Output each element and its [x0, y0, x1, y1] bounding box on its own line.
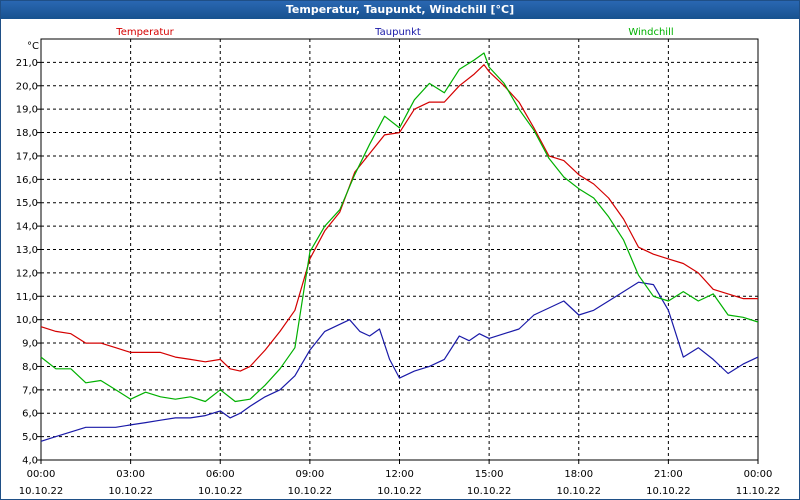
y-tick-label: 15,0 — [16, 198, 38, 209]
y-tick-label: 10,0 — [16, 315, 38, 326]
x-tick-date-label: 10.10.22 — [288, 486, 333, 497]
legend-taupunkt: Taupunkt — [374, 27, 421, 38]
x-tick-date-label: 10.10.22 — [19, 486, 64, 497]
series-lines — [40, 52, 759, 442]
series-line-temperatur — [40, 64, 758, 372]
x-tick-date-label: 10.10.22 — [198, 486, 243, 497]
x-tick-time-label: 03:00 — [116, 469, 145, 480]
x-tick-date-label: 10.10.22 — [108, 486, 153, 497]
x-tick-time-label: 15:00 — [475, 469, 504, 480]
y-tick-label: 14,0 — [16, 222, 38, 233]
x-tick-date-label: 11.10.22 — [736, 486, 781, 497]
y-tick-label: 4,0 — [22, 456, 38, 467]
y-tick-label: 16,0 — [16, 175, 38, 186]
y-tick-label: 9,0 — [22, 339, 38, 350]
legend-windchill: Windchill — [628, 27, 673, 38]
y-tick-label: 17,0 — [16, 151, 38, 162]
x-tick-date-label: 10.10.22 — [377, 486, 422, 497]
legend: Temperatur Taupunkt Windchill — [115, 27, 673, 38]
grid — [41, 39, 758, 460]
y-tick-label: 18,0 — [16, 128, 38, 139]
x-tick-time-label: 18:00 — [564, 469, 593, 480]
y-axis-label: °C — [27, 41, 39, 52]
x-tick-time-label: 06:00 — [206, 469, 235, 480]
x-tick-time-label: 00:00 — [27, 469, 56, 480]
y-tick-label: 11,0 — [16, 292, 38, 303]
y-tick-label: 8,0 — [22, 362, 38, 373]
x-tick-date-label: 10.10.22 — [646, 486, 691, 497]
y-tick-label: 20,0 — [16, 81, 38, 92]
window-title: Temperatur, Taupunkt, Windchill [°C] — [1, 1, 799, 19]
x-tick-time-label: 00:00 — [744, 469, 773, 480]
x-axis-ticks: 00:00 10.10.22 03:00 10.10.22 06:00 10.10.22 0… — [19, 460, 781, 497]
legend-temperatur: Temperatur — [115, 27, 174, 38]
y-axis-ticks: 4,0 5,0 6,0 7,0 8,0 9,0 10,0 11,0 12,0 13,0 14,0 15… — [16, 58, 41, 467]
x-tick-time-label: 12:00 — [385, 469, 414, 480]
y-tick-label: 6,0 — [22, 409, 38, 420]
y-tick-label: 13,0 — [16, 245, 38, 256]
y-tick-label: 5,0 — [22, 432, 38, 443]
series-line-windchill — [40, 52, 759, 403]
y-tick-label: 7,0 — [22, 385, 38, 396]
x-tick-time-label: 21:00 — [654, 469, 683, 480]
series-line-taupunkt — [40, 281, 759, 442]
y-tick-label: 21,0 — [16, 58, 38, 69]
x-tick-time-label: 09:00 — [295, 469, 324, 480]
x-tick-date-label: 10.10.22 — [556, 486, 601, 497]
x-tick-date-label: 10.10.22 — [467, 486, 512, 497]
y-tick-label: 19,0 — [16, 105, 38, 116]
y-tick-label: 12,0 — [16, 268, 38, 279]
